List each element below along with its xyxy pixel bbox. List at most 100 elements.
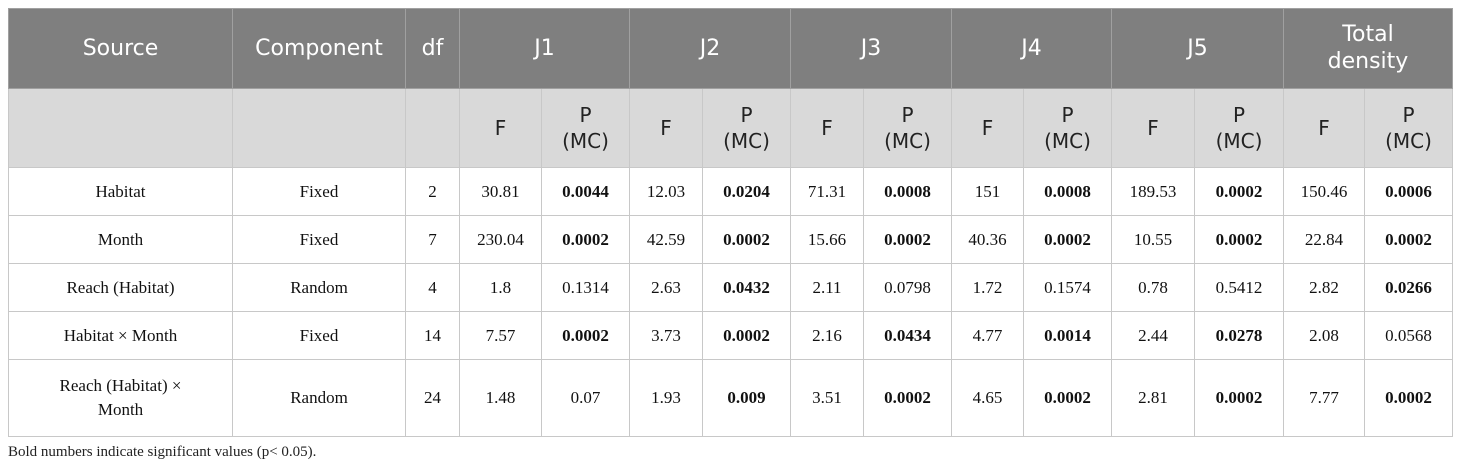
value: 40.36 — [968, 229, 1007, 249]
empty-subheader — [8, 88, 233, 168]
column-header: df — [405, 8, 460, 89]
value: 71.31 — [807, 181, 847, 201]
group-header: J2 — [629, 8, 791, 89]
value-cell: 0.0006 — [1364, 167, 1453, 216]
value: 0.0432 — [723, 277, 770, 297]
footnote: Bold numbers indicate significant values… — [8, 444, 317, 460]
value-cell: 2.81 — [1111, 359, 1195, 437]
subcolumn-header: P (MC) — [1364, 88, 1453, 168]
subcolumn-header: P (MC) — [702, 88, 791, 168]
value-cell: 0.0798 — [863, 263, 952, 312]
value-cell: 0.0002 — [1023, 215, 1112, 264]
empty-subheader — [232, 88, 406, 168]
value-cell: 0.0008 — [1023, 167, 1112, 216]
value-cell: 1.8 — [459, 263, 542, 312]
df-cell: 2 — [405, 167, 460, 216]
value: 0.0008 — [884, 181, 931, 201]
value: 7.57 — [485, 325, 516, 345]
value: 12.03 — [646, 181, 686, 201]
source-cell: Month — [8, 215, 233, 264]
value-cell: 0.0568 — [1364, 311, 1453, 360]
value: 0.0278 — [1215, 325, 1263, 345]
subcolumn-label: F — [494, 116, 507, 140]
value: 0.0002 — [1215, 181, 1263, 201]
value: 42.59 — [646, 229, 686, 249]
df-cell: 24 — [405, 359, 460, 437]
value-cell: 0.0266 — [1364, 263, 1453, 312]
table-row: Habitat × Month Fixed 14 7.57 0.0002 3.73 0.00… — [8, 311, 1453, 360]
subcolumn-label: F — [821, 116, 833, 140]
value: 2.81 — [1138, 388, 1168, 407]
value-cell: 15.66 — [790, 215, 864, 264]
anova-table: Source Component df J1 J2 J3 J4 J5 Total density… — [8, 8, 1453, 437]
value: 2.63 — [651, 277, 681, 297]
value-cell: 0.0008 — [863, 167, 952, 216]
value: 0.0002 — [562, 229, 609, 249]
value: 0.0044 — [562, 181, 609, 201]
value-cell: 189.53 — [1111, 167, 1195, 216]
value-cell: 10.55 — [1111, 215, 1195, 264]
value: 0.0002 — [1385, 229, 1432, 249]
value: 1.8 — [489, 277, 512, 297]
value: 3.51 — [812, 388, 842, 407]
value-cell: 2.08 — [1283, 311, 1365, 360]
value: 0.0002 — [723, 229, 770, 249]
value: 7.77 — [1309, 388, 1339, 407]
value-cell: 4.77 — [951, 311, 1024, 360]
value-cell: 151 — [951, 167, 1024, 216]
group-label: J2 — [699, 36, 721, 61]
value: 22.84 — [1304, 229, 1344, 249]
value-cell: 0.0002 — [541, 311, 630, 360]
value: 0.0002 — [562, 325, 609, 345]
value: 0.0008 — [1044, 181, 1091, 201]
subcolumn-header: P (MC) — [1023, 88, 1112, 168]
df-cell: 4 — [405, 263, 460, 312]
group-label: J5 — [1187, 36, 1208, 61]
subcolumn-header: P (MC) — [1194, 88, 1284, 168]
value-cell: 0.0014 — [1023, 311, 1112, 360]
column-header: Source — [8, 8, 233, 89]
subcolumn-label: P (MC) — [562, 103, 609, 153]
empty-subheader — [405, 88, 460, 168]
table-row: Reach (Habitat) Random 4 1.8 0.1314 2.63 0.043… — [8, 263, 1453, 312]
table-row: Habitat Fixed 2 30.81 0.0044 12.03 0.0204 71.31… — [8, 167, 1453, 216]
value-cell: 0.0002 — [863, 359, 952, 437]
value-cell: 2.16 — [790, 311, 864, 360]
value: 0.5412 — [1215, 277, 1263, 297]
table-row: Reach (Habitat) × Month Random 24 1.48 0.07 1… — [8, 359, 1453, 437]
value-cell: 0.0432 — [702, 263, 791, 312]
component-cell: Fixed — [232, 311, 406, 360]
subcolumn-label: P (MC) — [1215, 103, 1263, 153]
subcolumn-header: P (MC) — [863, 88, 952, 168]
component-cell: Fixed — [232, 167, 406, 216]
value: 4.77 — [972, 325, 1003, 345]
group-label: J4 — [1021, 36, 1042, 61]
group-label: J1 — [534, 36, 555, 61]
value: 1.93 — [651, 388, 681, 407]
subcolumn-header: F — [629, 88, 703, 168]
subcolumn-label: F — [1147, 116, 1159, 140]
value-cell: 2.63 — [629, 263, 703, 312]
subcolumn-header: F — [1111, 88, 1195, 168]
value: 0.0006 — [1385, 181, 1432, 201]
value: 0.0002 — [1215, 229, 1263, 249]
value-cell: 30.81 — [459, 167, 542, 216]
value: 0.78 — [1138, 277, 1168, 297]
source: Month — [97, 229, 144, 249]
subcolumn-label: P (MC) — [1385, 103, 1432, 153]
source: Reach (Habitat) × Month — [59, 376, 182, 419]
value-cell: 7.57 — [459, 311, 542, 360]
source: Reach (Habitat) — [66, 277, 175, 297]
source-cell: Habitat — [8, 167, 233, 216]
value-cell: 0.009 — [702, 359, 791, 437]
value: 151 — [974, 181, 1001, 201]
value-cell: 22.84 — [1283, 215, 1365, 264]
value-cell: 150.46 — [1283, 167, 1365, 216]
value: 2.08 — [1309, 325, 1339, 345]
value-cell: 4.65 — [951, 359, 1024, 437]
subcolumn-label: P (MC) — [723, 103, 770, 153]
group-header: J4 — [951, 8, 1112, 89]
value-cell: 0.0002 — [1194, 167, 1284, 216]
value: 0.0798 — [884, 277, 931, 297]
value-cell: 0.07 — [541, 359, 630, 437]
